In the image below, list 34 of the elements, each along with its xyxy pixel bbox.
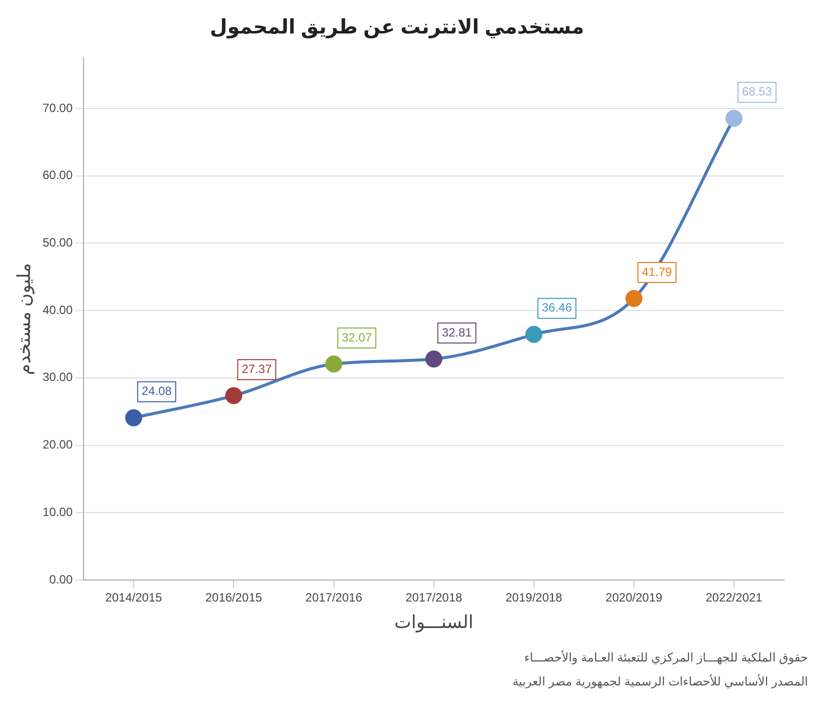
x-axis-title: السنـــوات: [394, 612, 474, 634]
point: [425, 350, 442, 368]
y-tick-label: 30.00: [42, 370, 73, 384]
point: [325, 355, 342, 372]
y-tick-label: 40.00: [42, 302, 73, 317]
data-label: 24.08: [142, 384, 172, 398]
point: [625, 290, 642, 308]
point: [725, 110, 742, 127]
chart-title: مستخدمي الانترنت عن طريق المحمول: [210, 16, 584, 39]
x-tick-label: 2017/2018: [405, 590, 462, 605]
data-label: 32.81: [442, 325, 472, 340]
x-tick-label: 2022/2021: [706, 590, 763, 605]
y-tick-label: 20.00: [42, 438, 73, 452]
data-label: 68.53: [742, 84, 772, 99]
y-tick-label: 50.00: [42, 236, 73, 250]
data-label: 32.07: [342, 330, 372, 344]
x-tick-label: 2014/2015: [105, 590, 162, 605]
point: [225, 387, 242, 404]
x-tick-label: 2017/2016: [305, 590, 362, 605]
point: [525, 326, 542, 343]
y-tick-label: 10.00: [42, 504, 73, 519]
data-label: 27.37: [242, 362, 272, 376]
data-label: 36.46: [542, 300, 572, 315]
x-tick-label: 2016/2015: [205, 590, 262, 605]
text: حقوق الملكية للجهـــاز المركزي للتعبئة العـامة والأحصـــاء: [524, 649, 808, 664]
point: [125, 409, 142, 426]
text: المصدر الأساسي للأحصاءات الرسمية لجمهورية مصر العربية: [512, 673, 808, 688]
y-axis-title: مليون مستخدم: [14, 263, 35, 375]
x-tick-label: 2019/2018: [506, 590, 563, 605]
x-tick-label: 2020/2019: [606, 590, 663, 605]
y-tick-label: 0.00: [49, 572, 73, 586]
y-tick-label: 60.00: [42, 168, 73, 182]
y-tick-label: 70.00: [42, 100, 73, 115]
data-label: 41.79: [642, 264, 672, 279]
